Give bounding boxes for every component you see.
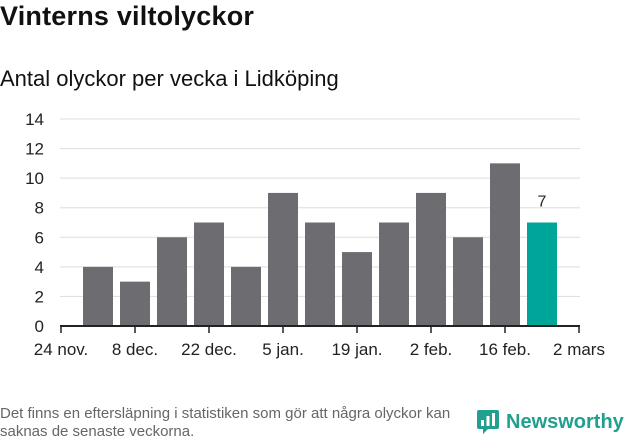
chart-title: Vinterns viltolyckor <box>0 1 255 31</box>
x-tick-label: 24 nov. <box>34 340 89 359</box>
bar-v7 <box>490 163 520 326</box>
y-tick-label: 2 <box>35 287 44 306</box>
bar-v50 <box>157 237 187 326</box>
data-labels: 7 <box>538 194 547 211</box>
bar-v6 <box>453 237 483 326</box>
bar-chart: 0 2 4 6 8 10 12 14 24 nov. 8 dec. 22 dec. 5 jan. 19… <box>25 110 605 359</box>
bar-v1 <box>268 192 298 326</box>
y-tick-label: 12 <box>25 140 44 159</box>
y-tick-label: 0 <box>35 317 44 336</box>
y-tick-label: 10 <box>25 169 44 188</box>
x-tick-label: 2 feb. <box>410 340 453 359</box>
bar-v48 <box>83 266 113 326</box>
data-label: 7 <box>538 194 547 211</box>
y-tick-label: 6 <box>35 228 44 247</box>
newsworthy-logo: Newsworthy <box>476 408 624 436</box>
x-tick-label: 5 jan. <box>262 340 304 359</box>
x-tick-label: 22 dec. <box>181 340 237 359</box>
x-tick-label: 19 jan. <box>331 340 382 359</box>
x-tick-label: 8 dec. <box>112 340 158 359</box>
bar-v49 <box>120 281 150 326</box>
brand-name: Newsworthy <box>506 410 624 433</box>
bar-v2 <box>305 222 335 326</box>
bar-v4 <box>379 222 409 326</box>
bar-v8 <box>527 222 557 326</box>
bar-chart-speech-bubble-icon <box>477 410 499 434</box>
bar-v3 <box>342 252 372 326</box>
bar-v5 <box>416 192 446 326</box>
bar-v51 <box>194 222 224 326</box>
x-tick-label: 16 feb. <box>479 340 531 359</box>
y-axis-ticks: 0 2 4 6 8 10 12 14 <box>25 110 44 336</box>
x-tick-label: 2 mars <box>553 340 605 359</box>
bars <box>83 163 557 326</box>
bar-v52 <box>231 266 261 326</box>
y-tick-label: 4 <box>35 258 44 277</box>
chart-subtitle: Antal olyckor per vecka i Lidköping <box>0 66 339 91</box>
y-tick-label: 14 <box>25 110 44 129</box>
footnote: Det finns en eftersläpning i statistiken… <box>0 405 451 439</box>
x-axis-ticks: 24 nov. 8 dec. 22 dec. 5 jan. 19 jan. 2 feb. 1… <box>34 326 605 359</box>
y-tick-label: 8 <box>35 199 44 218</box>
